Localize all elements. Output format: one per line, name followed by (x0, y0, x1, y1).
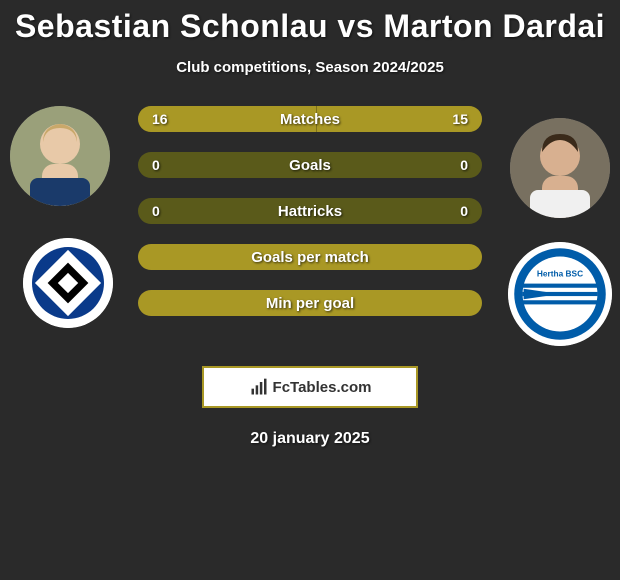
svg-text:Hertha BSC: Hertha BSC (537, 268, 583, 278)
stat-label: Min per goal (266, 295, 354, 312)
hsv-logo-icon (23, 238, 113, 328)
club-left-logo (23, 238, 113, 328)
stat-value-right: 15 (452, 111, 468, 127)
stat-value-left: 16 (152, 111, 168, 127)
brand-text: FcTables.com (273, 379, 372, 396)
page-title: Sebastian Schonlau vs Marton Dardai (0, 0, 620, 45)
stat-bar-matches: 16 Matches 15 (138, 106, 482, 132)
avatar-placeholder-icon (510, 118, 610, 218)
stat-value-right: 0 (460, 203, 468, 219)
player-left-avatar (10, 106, 110, 206)
comparison-content: Hertha BSC 16 Matches 15 0 Goals 0 0 Hat… (0, 106, 620, 366)
hertha-logo-icon: Hertha BSC (508, 242, 612, 346)
page-subtitle: Club competitions, Season 2024/2025 (0, 59, 620, 76)
stat-bar-hattricks: 0 Hattricks 0 (138, 198, 482, 224)
club-right-logo: Hertha BSC (508, 242, 612, 346)
stat-value-right: 0 (460, 157, 468, 173)
date-text: 20 january 2025 (0, 430, 620, 448)
chart-icon (249, 377, 269, 397)
player-right-avatar (510, 118, 610, 218)
stat-bars: 16 Matches 15 0 Goals 0 0 Hattricks 0 Go… (138, 106, 482, 336)
stat-bar-goals: 0 Goals 0 (138, 152, 482, 178)
stat-value-left: 0 (152, 203, 160, 219)
stat-label: Goals per match (251, 249, 369, 266)
brand-box: FcTables.com (202, 366, 418, 408)
stat-bar-goals-per-match: Goals per match (138, 244, 482, 270)
stat-label: Hattricks (278, 203, 342, 220)
stat-label: Matches (280, 111, 340, 128)
stat-bar-min-per-goal: Min per goal (138, 290, 482, 316)
avatar-placeholder-icon (10, 106, 110, 206)
stat-label: Goals (289, 157, 331, 174)
stat-value-left: 0 (152, 157, 160, 173)
